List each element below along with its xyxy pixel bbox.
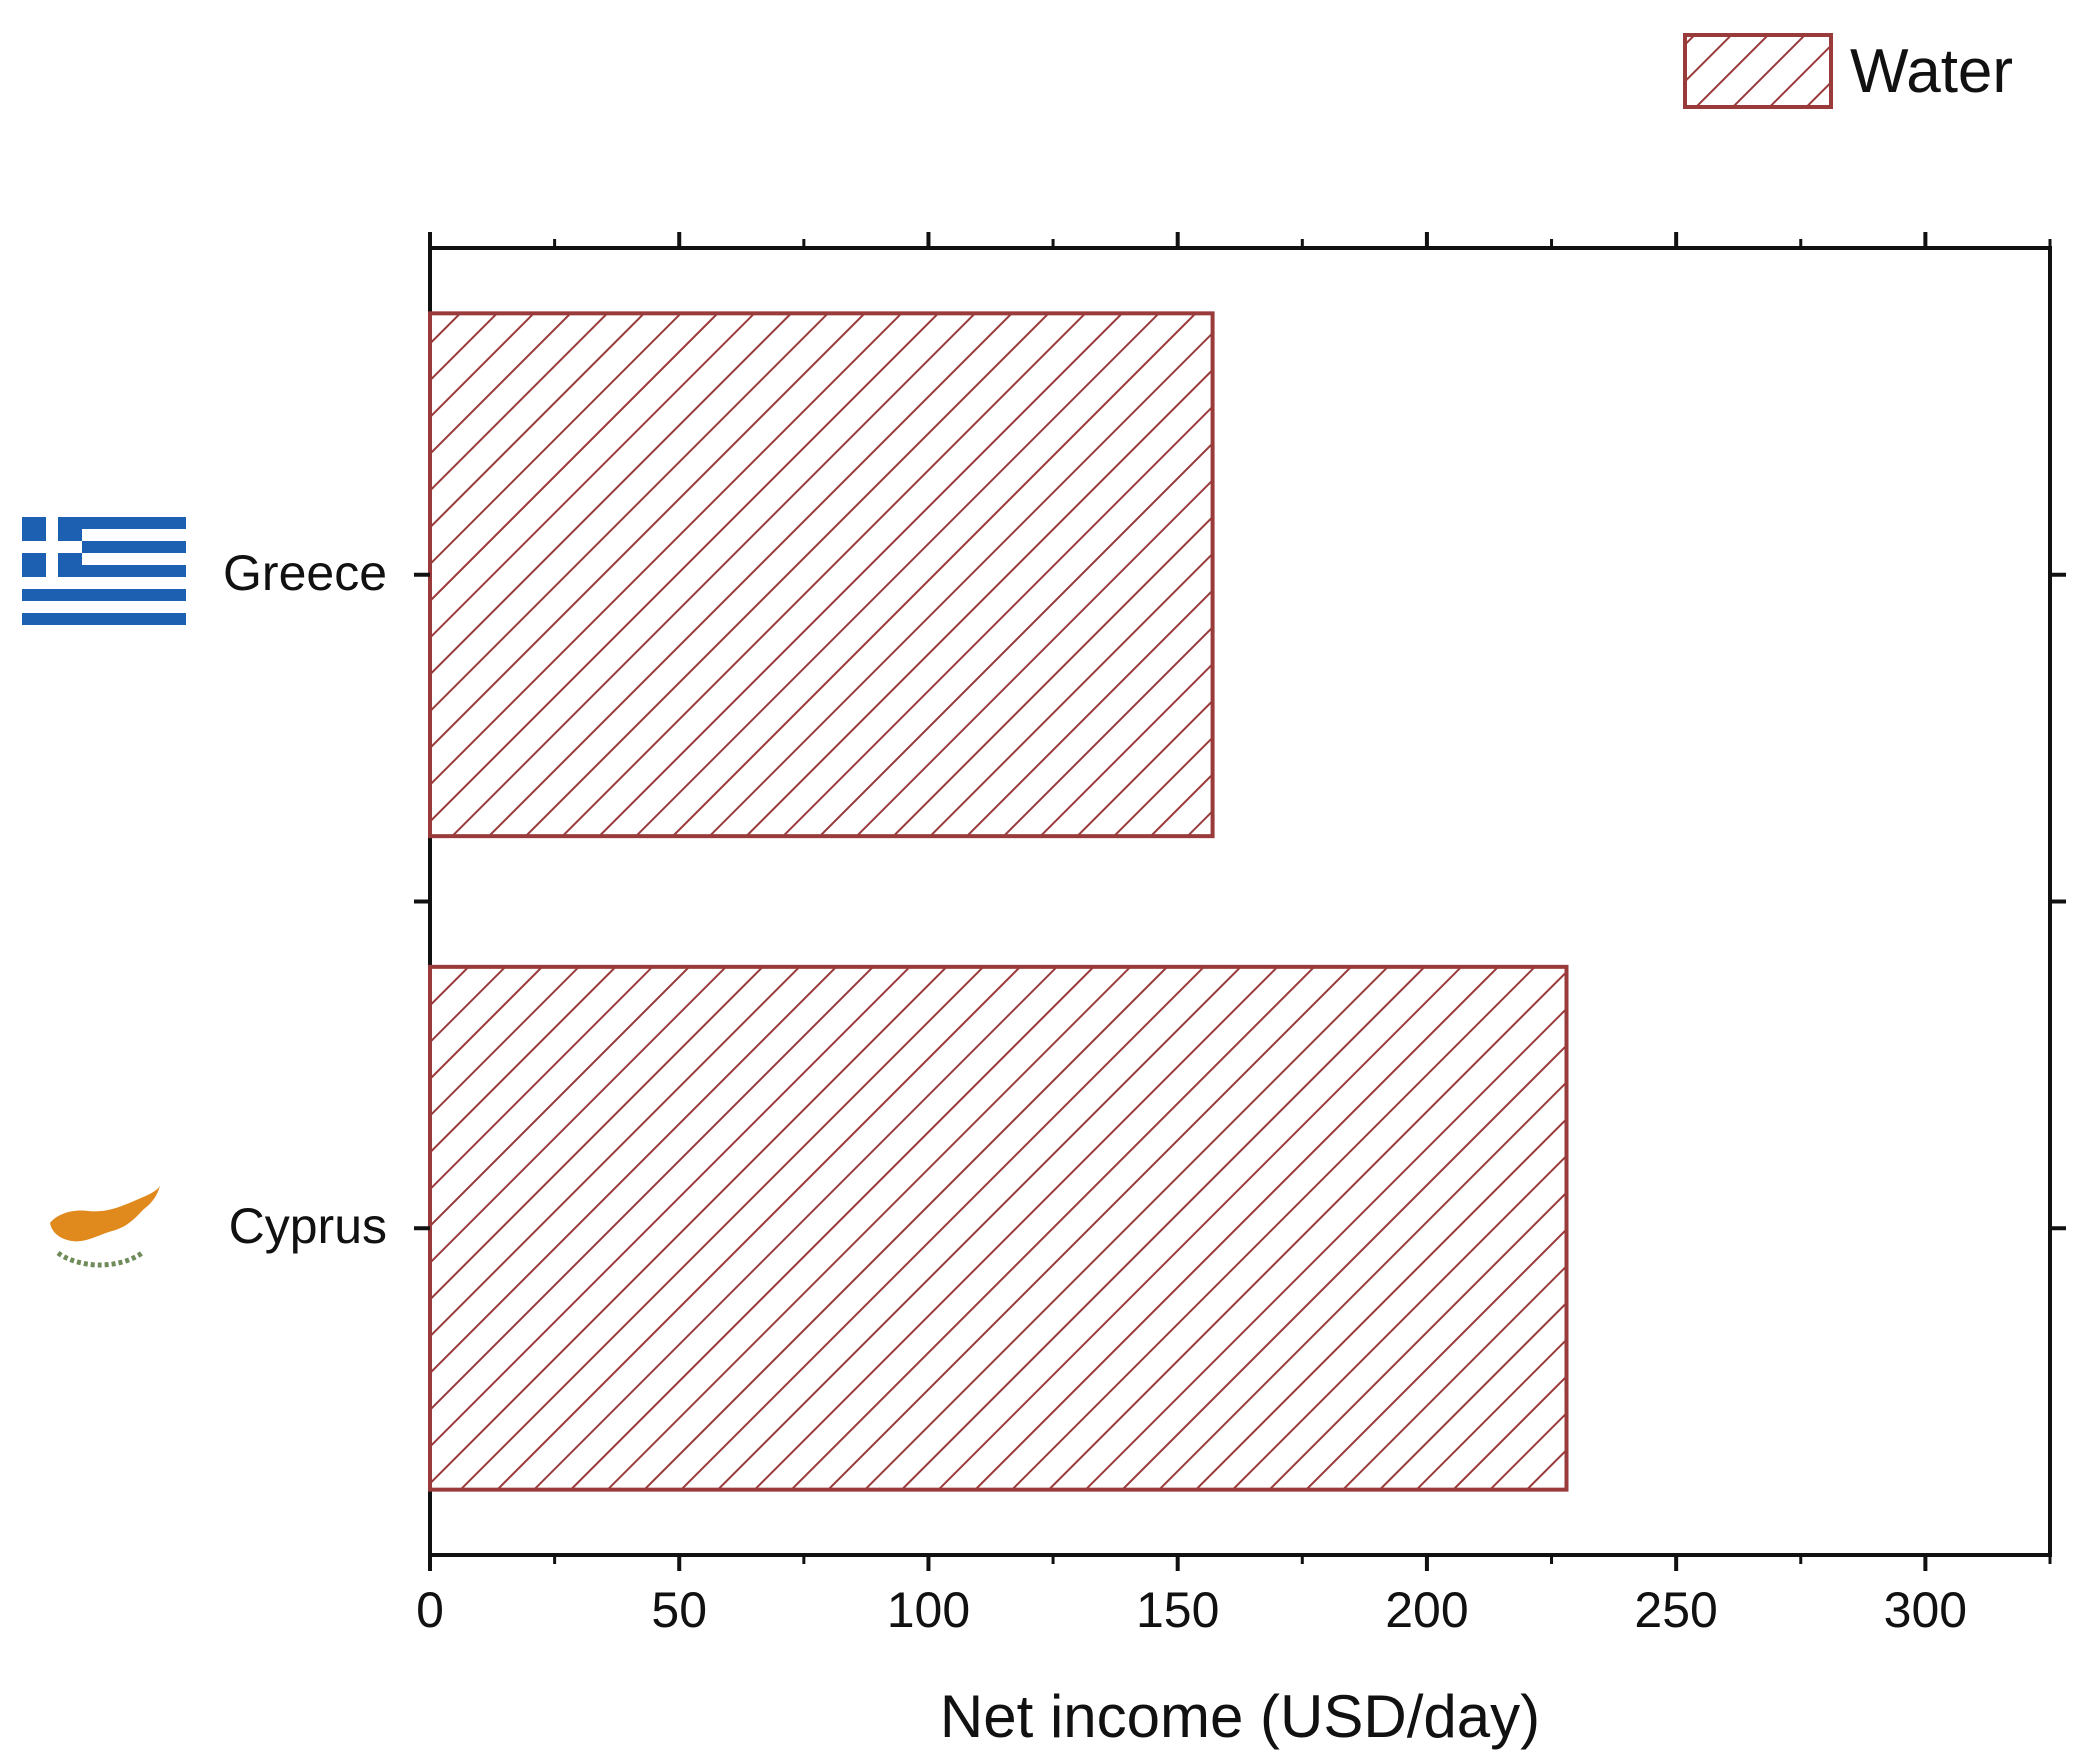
x-tick-label-200: 200 [1385,1582,1468,1638]
legend: Water [1683,33,2013,109]
y-axis-ticks [414,572,2066,1231]
x-tick-label-100: 100 [887,1582,970,1638]
x-tick-label-0: 0 [416,1582,444,1638]
legend-label: Water [1850,37,2013,106]
category-label-cyprus: Cyprus [229,1198,387,1254]
greece-flag-icon [22,517,186,625]
bars-group [428,311,1569,1492]
x-tick-label-250: 250 [1634,1582,1717,1638]
x-axis-title: Net income (USD/day) [940,1683,1540,1750]
cyprus-flag-icon [50,1185,160,1268]
legend-swatch [1683,33,1833,109]
x-tick-label-300: 300 [1884,1582,1967,1638]
bar-greece [428,311,1215,839]
x-axis-ticks: 0 50 100 150 200 250 300 [416,232,2052,1638]
x-tick-label-150: 150 [1136,1582,1219,1638]
x-tick-label-50: 50 [651,1582,707,1638]
category-label-greece: Greece [223,545,387,601]
bar-cyprus [428,964,1569,1492]
